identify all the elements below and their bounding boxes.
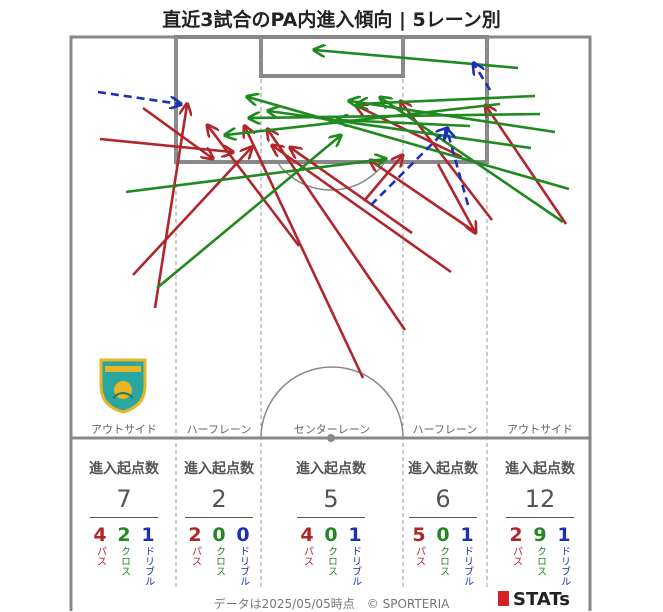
cross-count: 2	[117, 524, 131, 546]
lane-stats-outside-right: 進入起点数 12 2 パス 9 クロス 1 ドリブル	[497, 458, 583, 586]
lane-label-outside-left: アウトサイド	[91, 423, 157, 436]
dribble-count: 1	[557, 524, 571, 546]
start-total: 2	[211, 485, 227, 513]
cross-count: 0	[324, 524, 338, 546]
divider	[506, 517, 574, 518]
start-title: 進入起点数	[505, 461, 575, 477]
pass-label: パス	[189, 546, 201, 566]
pass-count: 4	[300, 524, 314, 546]
pass-arrow	[363, 156, 402, 202]
divider	[90, 517, 158, 518]
lane-stats-outside-left: 進入起点数 7 4 パス 2 クロス 1 ドリブル	[82, 458, 166, 586]
penalty-arc	[276, 161, 386, 191]
pass-arrow	[99, 137, 232, 152]
cross-arrow	[381, 98, 564, 224]
pass-arrow	[245, 127, 365, 379]
pass-count: 2	[188, 524, 202, 546]
cross-arrow	[338, 120, 471, 128]
lane-stats-halfspace-left: 進入起点数 2 2 パス 0 クロス 0 ドリブル	[177, 458, 261, 586]
pass-arrow	[486, 106, 568, 225]
pass-arrow	[436, 163, 475, 232]
divider	[297, 517, 365, 518]
pass-arrow	[291, 148, 413, 235]
start-title: 進入起点数	[184, 461, 254, 477]
dribble-count: 1	[348, 524, 362, 546]
pass-label: パス	[510, 546, 522, 566]
lane-label-outside-right: アウトサイド	[507, 423, 573, 436]
lane-label-halfspace-left: ハーフレーン	[186, 423, 252, 436]
cross-label: クロス	[437, 546, 449, 576]
chart-title: 直近3試合のPA内進入傾向 | 5レーン別	[162, 9, 501, 31]
lane-stats-halfspace-right: 進入起点数 6 5 パス 0 クロス 1 ドリブル	[401, 458, 485, 586]
dribble-label: ドリブル	[558, 546, 570, 586]
start-title: 進入起点数	[89, 461, 159, 477]
divider	[409, 517, 477, 518]
lane-label-halfspace-right: ハーフレーン	[412, 423, 478, 436]
pass-count: 5	[412, 524, 426, 546]
dribble-count: 1	[141, 524, 155, 546]
brand-text: STATs	[513, 589, 570, 610]
dribble-label: ドリブル	[349, 546, 361, 586]
lane-stats-center: 進入起点数 5 4 パス 0 クロス 1 ドリブル	[284, 458, 378, 586]
pass-arrow	[153, 105, 187, 309]
pass-arrow	[132, 148, 251, 276]
pass-label: パス	[94, 546, 106, 566]
pass-arrow	[273, 146, 452, 274]
center-spot	[327, 434, 335, 442]
pass-label: パス	[413, 546, 425, 566]
start-title: 進入起点数	[408, 461, 478, 477]
cross-label: クロス	[118, 546, 130, 576]
dribble-label: ドリブル	[142, 546, 154, 586]
start-total: 12	[524, 485, 556, 513]
pass-count: 2	[509, 524, 523, 546]
start-total: 6	[435, 485, 451, 513]
cross-arrow	[125, 159, 385, 194]
dribble-arrow	[474, 64, 492, 91]
pass-arrow	[268, 130, 407, 331]
team-emblem	[99, 358, 147, 414]
pass-arrow	[208, 126, 301, 247]
cross-count: 0	[212, 524, 226, 546]
footer-note: データは2025/05/05時点 © SPORTERIA	[213, 597, 450, 611]
pass-arrow	[371, 161, 476, 234]
divider	[185, 517, 253, 518]
brand-mark-icon	[498, 591, 509, 606]
pass-label: パス	[301, 546, 313, 566]
dribble-count: 0	[236, 524, 250, 546]
cross-label: クロス	[534, 546, 546, 576]
arrows-layer	[97, 50, 570, 379]
cross-arrow	[226, 102, 501, 135]
cross-count: 0	[436, 524, 450, 546]
pass-count: 4	[93, 524, 107, 546]
pass-arrow	[142, 106, 212, 158]
dribble-label: ドリブル	[461, 546, 473, 586]
cross-label: クロス	[213, 546, 225, 576]
dribble-count: 1	[460, 524, 474, 546]
cross-count: 9	[533, 524, 547, 546]
cross-arrow	[248, 97, 570, 191]
lane-label-center: センターレーン	[293, 423, 371, 436]
cross-arrow	[250, 114, 541, 118]
dribble-arrow	[97, 90, 180, 104]
dribble-arrow	[370, 129, 447, 206]
start-title: 進入起点数	[296, 461, 366, 477]
brand-logo: STATs	[498, 589, 570, 610]
center-circle	[260, 366, 404, 439]
start-total: 5	[323, 485, 339, 513]
dribble-label: ドリブル	[237, 546, 249, 586]
cross-arrow	[156, 136, 340, 290]
start-total: 7	[116, 485, 132, 513]
cross-label: クロス	[325, 546, 337, 576]
